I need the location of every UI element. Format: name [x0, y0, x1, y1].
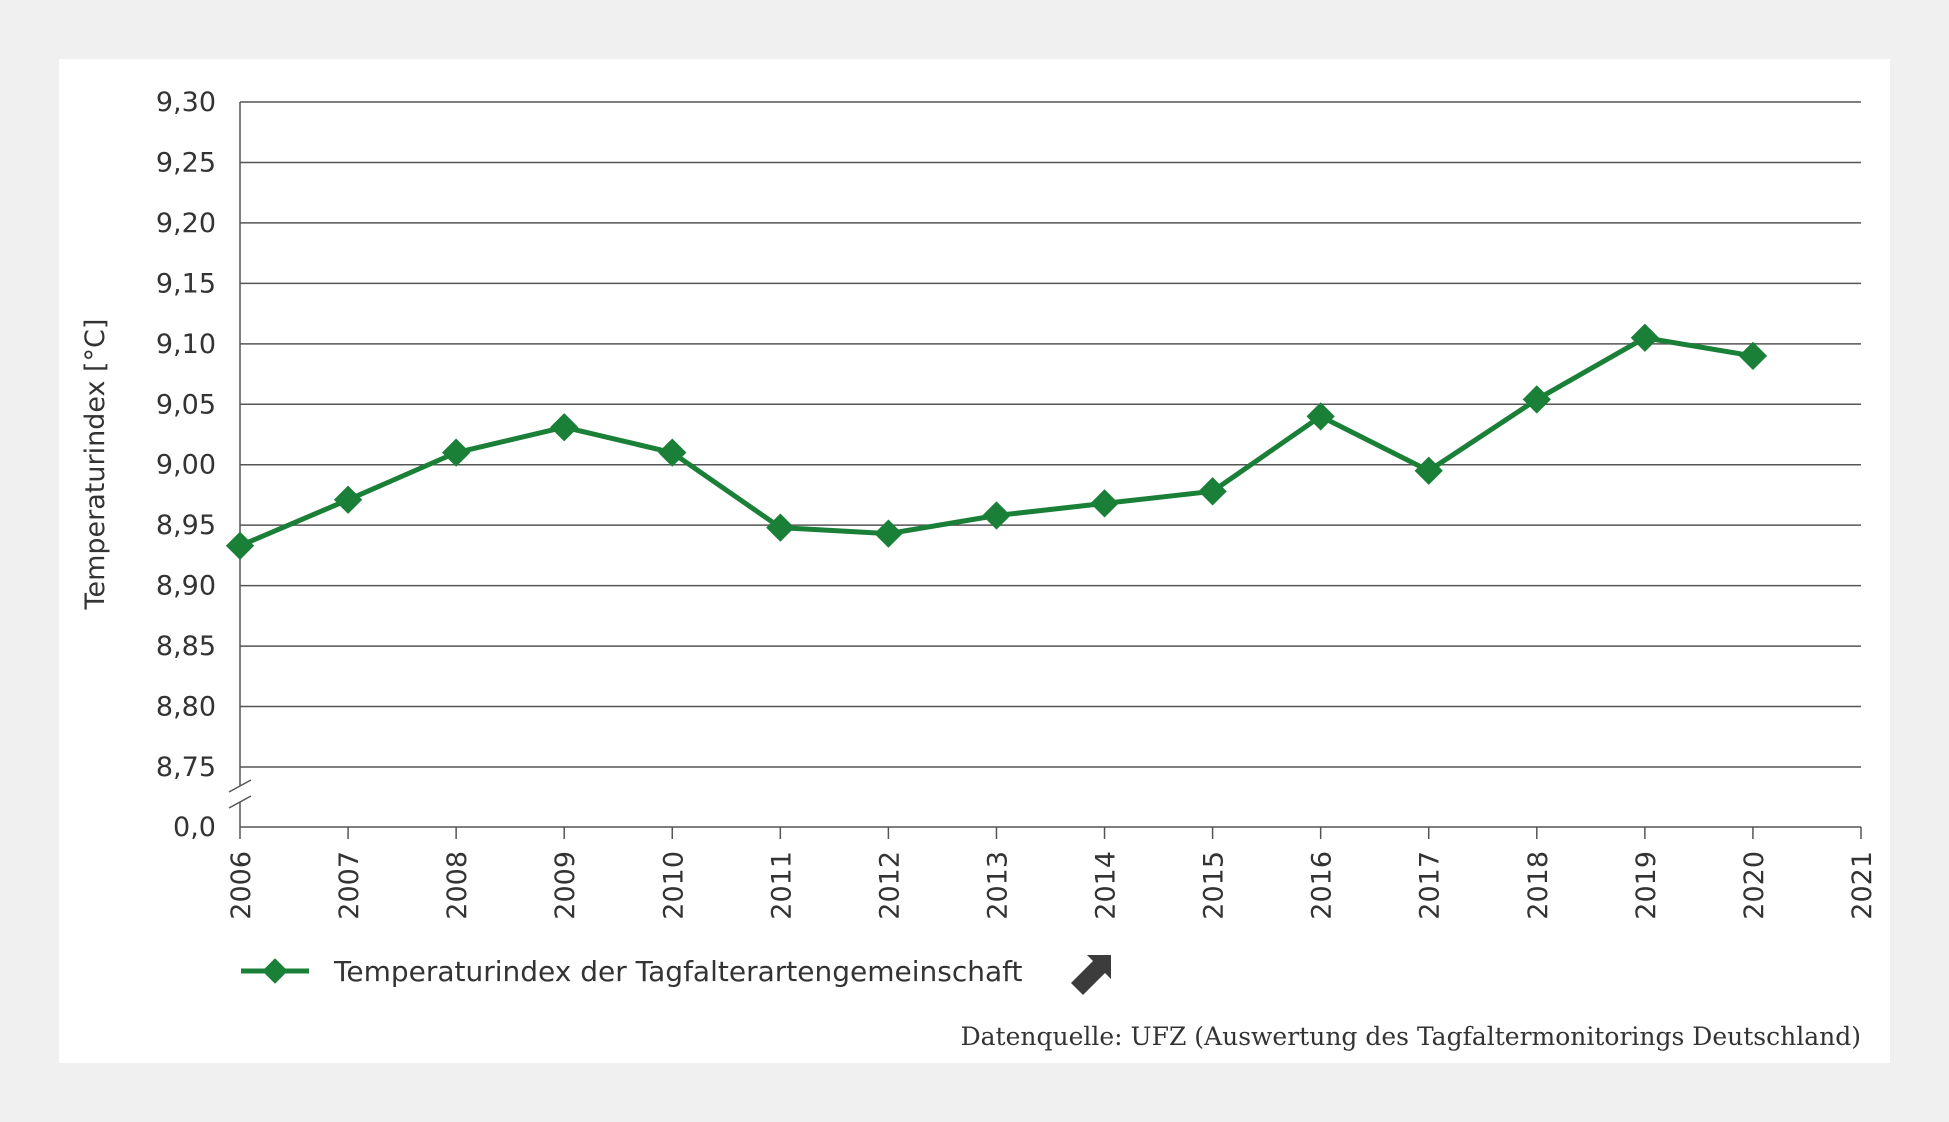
y-tick-label: 8,85: [156, 631, 216, 662]
y-tick-label-zero: 0,0: [173, 812, 216, 843]
arrow-up-right-icon: [1071, 955, 1111, 995]
data-point-marker: [1306, 402, 1335, 431]
data-point-marker: [874, 519, 903, 548]
x-tick-label: 2006: [226, 851, 257, 920]
y-tick-label: 8,80: [156, 692, 216, 723]
y-tick-label: 9,25: [156, 147, 216, 178]
x-tick-label: 2016: [1307, 851, 1338, 920]
y-axis-title: Temperaturindex [°C]: [80, 319, 111, 611]
x-tick-label: 2015: [1199, 851, 1230, 920]
x-tick-label: 2007: [334, 851, 365, 920]
x-tick-label: 2021: [1847, 851, 1878, 920]
axis-break-mark: [228, 795, 252, 809]
data-point-marker: [1630, 323, 1660, 352]
y-tick-label: 9,15: [156, 268, 216, 299]
data-point-marker: [441, 438, 471, 467]
y-tick-label: 9,00: [156, 450, 216, 481]
legend: Temperaturindex der Tagfalterartengemein…: [241, 955, 1111, 995]
data-point-marker: [1198, 477, 1227, 506]
x-tick-label: 2020: [1739, 851, 1770, 920]
x-tick-label: 2010: [658, 851, 689, 920]
axes: [228, 102, 1862, 839]
data-point-marker: [766, 513, 795, 542]
legend-label: Temperaturindex der Tagfalterartengemein…: [333, 955, 1022, 988]
y-tick-label: 9,10: [156, 329, 216, 360]
data-point-marker: [1414, 456, 1443, 485]
axis-break-mark: [228, 779, 252, 793]
y-tick-labels: 9,30 9,25 9,20 9,15 9,10 9,05 9,00 8,95 8,90 8,85…: [156, 87, 216, 843]
data-point-marker: [1738, 341, 1768, 371]
data-point-marker: [1090, 489, 1119, 518]
data-point-marker: [658, 438, 687, 467]
x-tick-label: 2012: [874, 851, 905, 920]
x-tick-label: 2013: [982, 851, 1013, 920]
series-temperaturindex: [225, 323, 1768, 560]
data-point-marker: [225, 531, 255, 560]
y-tick-label: 9,30: [156, 87, 216, 118]
data-point-marker: [982, 501, 1011, 530]
chart-card: 9,30 9,25 9,20 9,15 9,10 9,05 9,00 8,95 8,90 8,85…: [59, 59, 1890, 1063]
y-tick-label: 8,75: [156, 752, 216, 783]
data-point-marker: [1522, 385, 1551, 414]
legend-marker: [262, 958, 288, 984]
grid-lines: [240, 101, 1861, 768]
y-tick-label: 9,20: [156, 208, 216, 239]
x-tick-labels: 2006 2007 2008 2009 2010 2011 2012 2013 2014 2015…: [226, 851, 1878, 920]
x-tick-label: 2008: [442, 851, 473, 920]
x-tick-label: 2011: [766, 851, 797, 920]
line-chart: 9,30 9,25 9,20 9,15 9,10 9,05 9,00 8,95 8,90 8,85…: [80, 87, 1878, 1051]
x-tick-label: 2019: [1631, 851, 1662, 920]
x-tick-label: 2014: [1091, 851, 1122, 920]
x-tick-label: 2018: [1523, 851, 1554, 920]
y-tick-label: 8,95: [156, 510, 216, 541]
y-tick-label: 9,05: [156, 389, 216, 420]
data-point-marker: [550, 413, 579, 442]
x-tick-label: 2009: [550, 851, 581, 920]
y-tick-label: 8,90: [156, 571, 216, 602]
data-point-marker: [333, 485, 363, 514]
x-tick-label: 2017: [1415, 851, 1446, 920]
data-source: Datenquelle: UFZ (Auswertung des Tagfalt…: [961, 1022, 1861, 1051]
